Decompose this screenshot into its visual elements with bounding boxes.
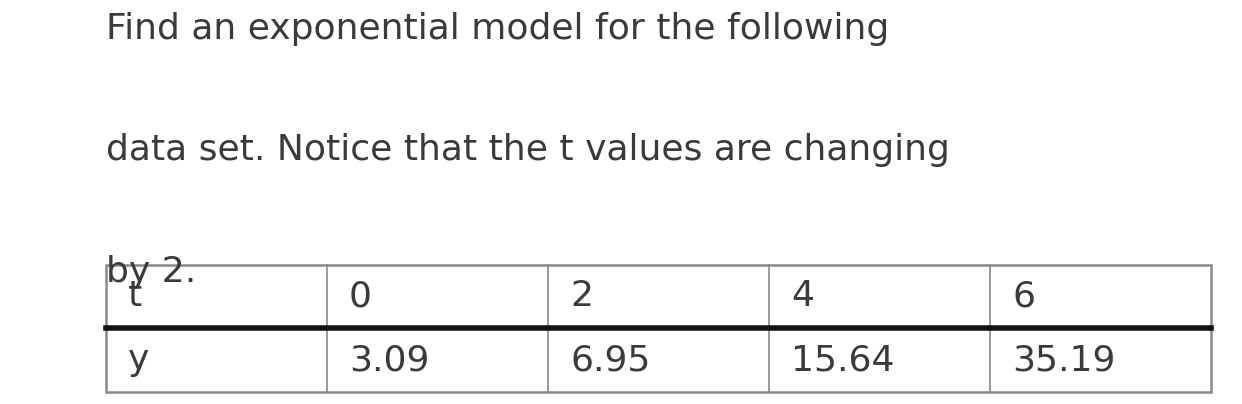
Text: t: t	[128, 280, 142, 314]
Text: 2: 2	[570, 280, 594, 314]
Text: Find an exponential model for the following: Find an exponential model for the follow…	[106, 12, 889, 46]
Text: 4: 4	[791, 280, 815, 314]
Text: 6: 6	[1012, 280, 1036, 314]
Text: 15.64: 15.64	[791, 343, 894, 377]
Text: 0: 0	[349, 280, 373, 314]
Text: 35.19: 35.19	[1012, 343, 1115, 377]
Text: by 2.: by 2.	[106, 255, 196, 288]
Text: 3.09: 3.09	[349, 343, 430, 377]
Text: 6.95: 6.95	[570, 343, 651, 377]
Text: data set. Notice that the t values are changing: data set. Notice that the t values are c…	[106, 133, 949, 167]
Text: y: y	[128, 343, 149, 377]
